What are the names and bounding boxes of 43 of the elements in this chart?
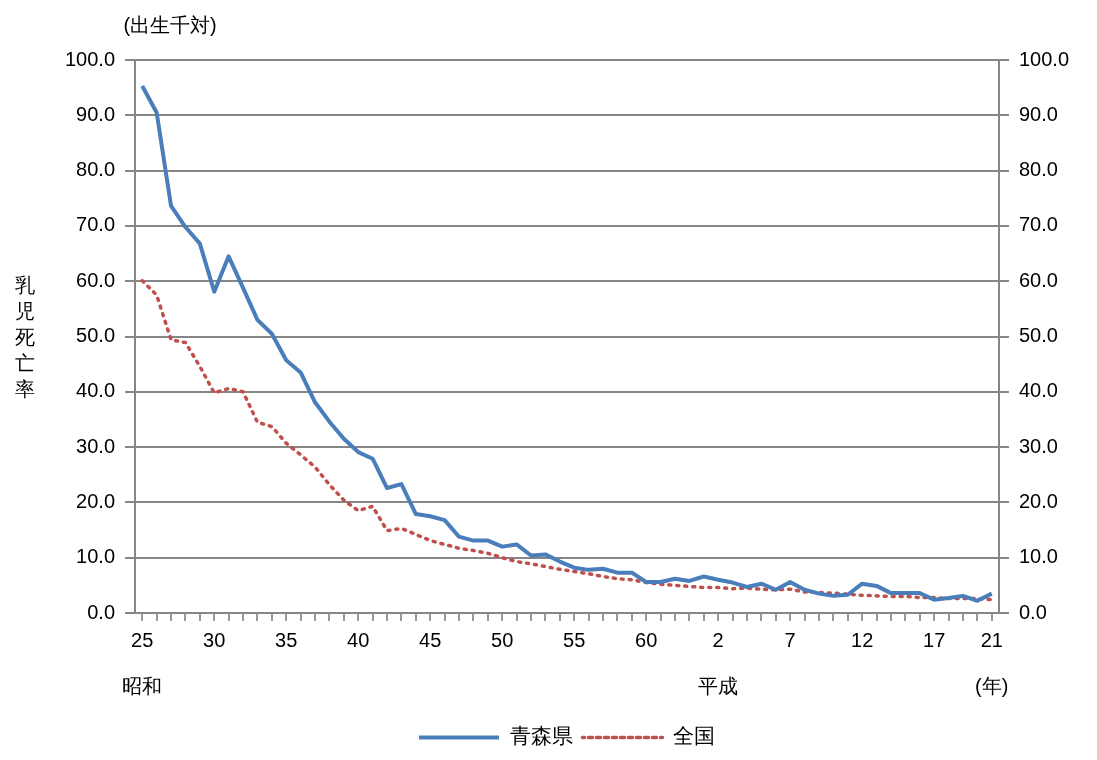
- y2-tick-label: 70.0: [1018, 213, 1058, 236]
- y-tick-label: 10.0: [76, 545, 116, 568]
- x-tick-label: 21: [980, 628, 1003, 651]
- legend-label: 全国: [673, 724, 715, 748]
- x-tick-label: 12: [851, 628, 874, 651]
- line-series: [140, 278, 994, 602]
- text: 平成: [698, 674, 739, 699]
- x-tick-label: 40: [347, 628, 370, 651]
- x-tick-label: 30: [203, 628, 226, 651]
- y-tick-label: 90.0: [76, 102, 116, 125]
- y2-tick-label: 40.0: [1018, 379, 1058, 402]
- y-axis-title: 乳児死亡率: [14, 272, 36, 402]
- y-tick-label: 0.0: [87, 600, 116, 623]
- y2-tick-label: 20.0: [1018, 489, 1058, 512]
- x-tick-label: 55: [563, 628, 586, 651]
- x-tick-label: 25: [131, 628, 154, 651]
- text: (出生千対): [123, 13, 217, 38]
- y2-tick-label: 30.0: [1018, 434, 1058, 457]
- y-tick-label: 100.0: [64, 47, 116, 70]
- x-tick-label: 60: [635, 628, 658, 651]
- y2-tick-label: 60.0: [1018, 268, 1058, 291]
- y2-tick-label: 10.0: [1018, 545, 1058, 568]
- x-tick-label: 45: [419, 628, 442, 651]
- legend-label: 青森県: [509, 724, 573, 748]
- x-tick-label: 2: [712, 628, 724, 651]
- y-tick-label: 70.0: [76, 213, 116, 236]
- y2-tick-label: 80.0: [1018, 158, 1058, 181]
- y2-tick-label: 0.0: [1018, 600, 1047, 623]
- y-tick-label: 60.0: [76, 268, 116, 291]
- x-tick-label: 7: [784, 628, 796, 651]
- x-tick-label: 35: [275, 628, 298, 651]
- y2-tick-label: 90.0: [1018, 102, 1058, 125]
- x-tick-label: 17: [923, 628, 946, 651]
- x-tick-label: 50: [491, 628, 514, 651]
- y-tick-label: 30.0: [76, 434, 116, 457]
- y-tick-label: 50.0: [76, 324, 116, 347]
- text: 昭和: [122, 674, 163, 699]
- y2-tick-label: 50.0: [1018, 324, 1058, 347]
- y-tick-label: 40.0: [76, 379, 116, 402]
- y2-tick-label: 100.0: [1018, 47, 1070, 70]
- text: (年): [975, 674, 1009, 699]
- y-tick-label: 20.0: [76, 489, 116, 512]
- y-tick-label: 80.0: [76, 158, 116, 181]
